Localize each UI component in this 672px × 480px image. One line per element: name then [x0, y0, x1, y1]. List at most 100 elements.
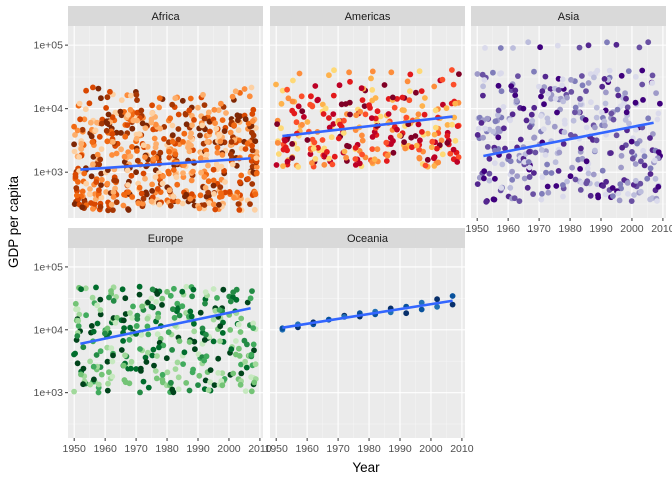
data-point [623, 109, 630, 116]
data-point [632, 99, 639, 106]
data-point [250, 341, 257, 348]
data-point [96, 133, 103, 140]
facet-africa: Africa 1e+03 1e+04 1e+05 [34, 6, 263, 218]
data-point [449, 121, 455, 128]
data-point [182, 111, 189, 118]
data-point [210, 316, 217, 323]
data-point [315, 96, 321, 103]
data-point [82, 106, 89, 113]
data-point [127, 310, 133, 316]
data-point [520, 105, 527, 112]
data-point [594, 67, 601, 74]
data-point [197, 192, 204, 199]
data-point [73, 192, 80, 199]
data-point [228, 139, 235, 145]
data-point [216, 131, 223, 138]
data-point [603, 178, 609, 185]
data-point [456, 71, 462, 77]
data-point [625, 68, 632, 74]
data-point [308, 93, 314, 100]
data-point [583, 158, 590, 165]
data-point [78, 371, 84, 378]
data-point [174, 300, 181, 307]
data-point [74, 127, 81, 134]
data-point [486, 170, 493, 177]
data-point [481, 168, 488, 175]
data-point [113, 150, 120, 157]
data-point [167, 202, 174, 209]
data-point [538, 113, 544, 119]
data-point [145, 349, 151, 356]
data-point [241, 86, 248, 92]
data-point [159, 302, 165, 308]
data-point [134, 148, 140, 154]
data-point [97, 296, 104, 303]
data-point [247, 295, 254, 302]
data-point [594, 181, 601, 188]
data-point [608, 150, 614, 156]
data-point [201, 115, 208, 122]
data-point [201, 357, 208, 364]
data-point [117, 108, 124, 115]
data-point [201, 102, 208, 108]
data-point [110, 189, 117, 196]
data-point [148, 116, 155, 123]
data-point [96, 187, 102, 194]
data-point [127, 324, 133, 331]
data-point [201, 337, 208, 343]
data-point [312, 156, 319, 162]
data-point [170, 193, 177, 200]
data-point [133, 366, 140, 372]
data-point [104, 94, 111, 101]
data-point [526, 164, 533, 171]
data-point [651, 157, 658, 164]
data-point [80, 381, 86, 388]
data-point [618, 72, 625, 79]
data-point [242, 358, 249, 365]
data-point [632, 161, 639, 167]
trend-line [483, 121, 654, 158]
data-point [215, 370, 222, 376]
data-point [124, 167, 131, 174]
data-point [582, 117, 589, 123]
data-point [403, 310, 410, 317]
data-point [249, 181, 256, 187]
data-point [73, 185, 80, 191]
data-point [148, 303, 155, 310]
data-point [638, 158, 644, 165]
data-point [148, 295, 155, 302]
data-point [175, 126, 182, 132]
data-point [137, 365, 144, 372]
data-point [497, 45, 504, 51]
data-point [196, 205, 203, 212]
data-point [322, 105, 329, 112]
data-point [87, 186, 93, 192]
data-point [359, 151, 365, 158]
data-point [219, 117, 226, 123]
data-point [210, 201, 217, 208]
data-point [593, 104, 600, 111]
data-point [394, 126, 400, 133]
data-point [205, 109, 212, 116]
data-point [559, 76, 566, 83]
data-point [145, 331, 152, 338]
data-point [236, 207, 243, 213]
data-point [304, 119, 311, 125]
data-point [474, 132, 481, 138]
data-point [72, 300, 79, 307]
panel-background [68, 248, 263, 438]
data-point [190, 168, 196, 175]
data-point [105, 380, 111, 387]
data-point [183, 121, 190, 128]
data-point [366, 102, 372, 109]
data-point [150, 156, 157, 162]
data-point [531, 135, 537, 141]
data-point [583, 124, 590, 131]
data-point [548, 170, 555, 176]
data-point [585, 80, 592, 86]
data-point [416, 68, 423, 75]
data-point [511, 195, 518, 202]
data-point [109, 358, 116, 365]
data-point [508, 83, 515, 89]
data-point [213, 125, 220, 132]
